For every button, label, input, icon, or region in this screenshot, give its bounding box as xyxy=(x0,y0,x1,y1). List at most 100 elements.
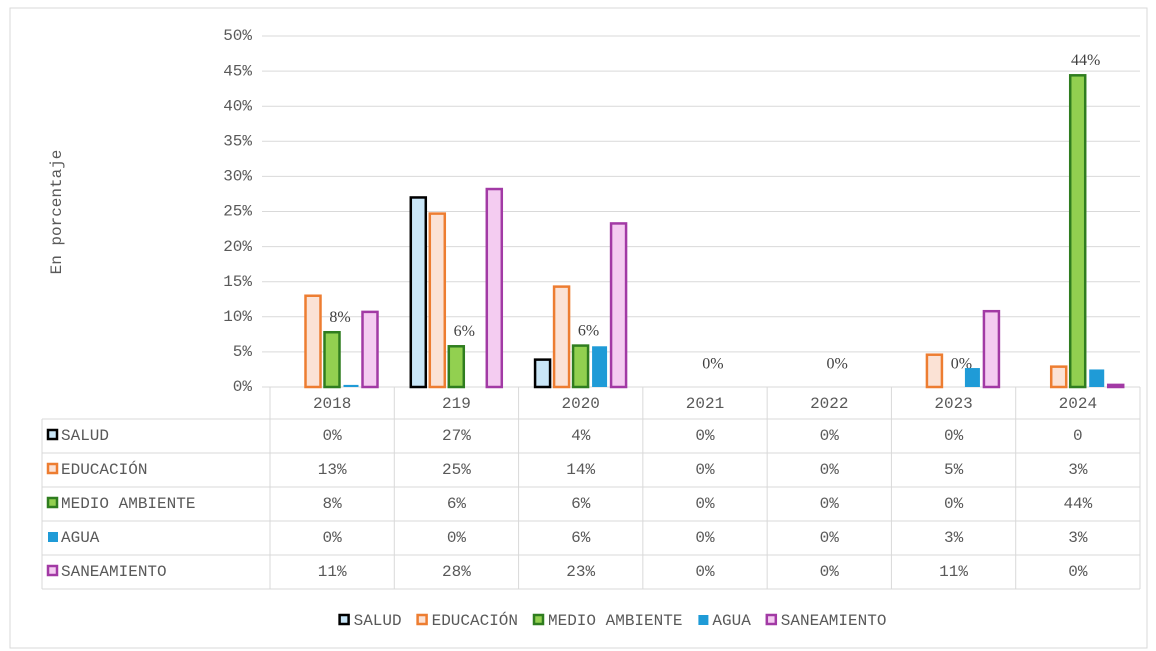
table-cell: 0% xyxy=(695,529,715,547)
table-cell: 11% xyxy=(939,563,968,581)
y-tick-label: 30% xyxy=(223,168,252,186)
table-row-label: MEDIO AMBIENTE xyxy=(61,495,195,513)
table-cell: 0% xyxy=(820,529,840,547)
bar xyxy=(1068,74,1087,389)
table-cell: 0% xyxy=(323,427,343,445)
y-tick-label: 0% xyxy=(233,378,253,396)
bar xyxy=(571,344,590,389)
legend-marker xyxy=(765,613,778,626)
bar xyxy=(964,368,980,387)
x-tick-label: 2022 xyxy=(810,395,848,413)
bar xyxy=(925,353,944,389)
y-tick-label: 15% xyxy=(223,273,252,291)
table-cell: 6% xyxy=(571,495,591,513)
table-cell: 0% xyxy=(820,563,840,581)
chart-border xyxy=(9,7,1148,649)
y-tick-label: 50% xyxy=(223,27,252,45)
table-cell: 3% xyxy=(1068,529,1088,547)
table-cell: 5% xyxy=(944,461,964,479)
bar xyxy=(343,384,359,387)
bar xyxy=(304,294,322,389)
bar xyxy=(592,346,608,387)
legend-label: SALUD xyxy=(354,612,402,630)
table-cell: 0% xyxy=(695,461,715,479)
data-label: 44% xyxy=(1071,52,1100,69)
table-cell: 13% xyxy=(318,461,347,479)
legend-marker xyxy=(48,532,58,542)
table-cell: 14% xyxy=(566,461,595,479)
table-cell: 6% xyxy=(447,495,467,513)
table-cell: 0% xyxy=(944,427,964,445)
table-cell: 0% xyxy=(944,495,964,513)
table-cell: 0% xyxy=(447,529,467,547)
y-tick-label: 20% xyxy=(223,238,252,256)
table-cell: 44% xyxy=(1063,495,1092,513)
table-cell: 0 xyxy=(1073,427,1083,445)
table-row-label: SALUD xyxy=(61,427,109,445)
x-tick-label: 2021 xyxy=(686,395,724,413)
bar xyxy=(982,309,1001,389)
bar xyxy=(428,212,447,389)
y-tick-label: 40% xyxy=(223,97,252,115)
x-tick-label: 2023 xyxy=(934,395,972,413)
legend-label: SANEAMIENTO xyxy=(781,612,887,630)
legend-marker xyxy=(46,462,59,475)
bar xyxy=(609,222,628,389)
table-row-label: SANEAMIENTO xyxy=(61,563,167,581)
table-cell: 11% xyxy=(318,563,347,581)
y-tick-label: 5% xyxy=(233,343,253,361)
legend-marker xyxy=(46,428,59,441)
y-axis-label: En porcentaje xyxy=(48,150,66,275)
x-tick-label: 2024 xyxy=(1059,395,1097,413)
bar xyxy=(409,196,428,389)
table-cell: 0% xyxy=(695,563,715,581)
data-label: 6% xyxy=(454,323,475,340)
table-cell: 25% xyxy=(442,461,471,479)
y-tick-label: 45% xyxy=(223,62,252,80)
bar xyxy=(1089,369,1105,387)
legend-marker xyxy=(338,613,350,626)
table-cell: 0% xyxy=(323,529,343,547)
table-cell: 0% xyxy=(695,427,715,445)
legend-marker xyxy=(46,564,59,577)
table-cell: 6% xyxy=(571,529,591,547)
y-tick-label: 10% xyxy=(223,308,252,326)
table-cell: 8% xyxy=(323,495,343,513)
table-cell: 28% xyxy=(442,563,471,581)
table-cell: 0% xyxy=(820,461,840,479)
table-cell: 27% xyxy=(442,427,471,445)
y-tick-label: 25% xyxy=(223,203,252,221)
table-row-label: EDUCACIÓN xyxy=(61,460,147,479)
bar xyxy=(447,345,466,389)
bar xyxy=(552,285,571,389)
x-tick-label: 219 xyxy=(442,395,471,413)
bar xyxy=(1106,383,1125,389)
data-label: 8% xyxy=(329,309,350,326)
table-cell: 4% xyxy=(571,427,591,445)
table-cell: 0% xyxy=(820,495,840,513)
table-cell: 3% xyxy=(1068,461,1088,479)
legend-marker xyxy=(46,496,59,509)
y-tick-label: 35% xyxy=(223,133,252,151)
x-tick-label: 2018 xyxy=(313,395,351,413)
data-label: 6% xyxy=(578,322,599,339)
legend-label: AGUA xyxy=(712,612,751,630)
data-label: 0% xyxy=(826,356,847,373)
legend-label: MEDIO AMBIENTE xyxy=(548,612,682,630)
legend-marker xyxy=(698,615,709,625)
table-cell: 0% xyxy=(820,427,840,445)
bar xyxy=(533,358,552,389)
table-row-label: AGUA xyxy=(61,529,100,547)
bar xyxy=(323,330,341,389)
bar xyxy=(361,310,379,389)
table-cell: 23% xyxy=(566,563,595,581)
bar xyxy=(485,187,504,389)
table-cell: 0% xyxy=(1068,563,1088,581)
legend-label: EDUCACIÓN xyxy=(432,611,518,630)
table-cell: 3% xyxy=(944,529,964,547)
legend-marker xyxy=(416,613,428,626)
bar xyxy=(1049,365,1068,389)
legend-marker xyxy=(532,613,545,626)
x-tick-label: 2020 xyxy=(562,395,600,413)
